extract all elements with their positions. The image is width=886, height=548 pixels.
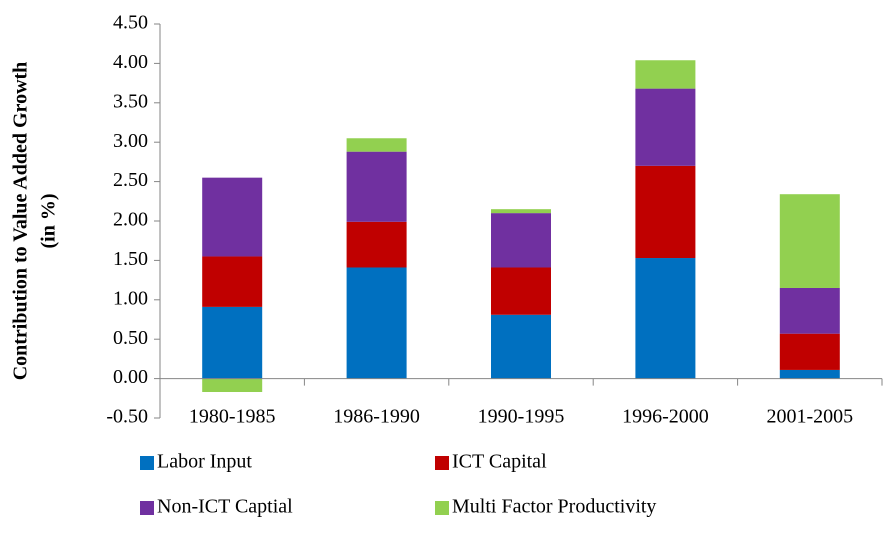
bar-segment xyxy=(202,306,263,379)
x-tick-label: 1996-2000 xyxy=(622,406,709,428)
bar-segment xyxy=(491,267,551,315)
bar-segment xyxy=(491,314,551,379)
y-tick-label: 2.00 xyxy=(113,209,148,231)
bar-segment xyxy=(202,378,263,392)
x-tick-label: 1980-1985 xyxy=(189,406,276,428)
legend-swatch xyxy=(435,456,449,470)
bar-segment xyxy=(491,209,551,214)
bar-segment xyxy=(346,138,407,152)
legend-label: Multi Factor Productivity xyxy=(452,496,656,518)
bar-segment xyxy=(202,177,263,257)
bar-segment xyxy=(779,287,840,334)
legend-swatch xyxy=(140,456,154,470)
y-tick-label: 1.00 xyxy=(113,287,148,309)
bar-segment xyxy=(202,256,263,307)
y-tick-label: 4.50 xyxy=(113,12,148,34)
x-tick-label: 1990-1995 xyxy=(478,406,565,428)
y-axis-label: Contribution to Value Added Growth xyxy=(10,62,32,381)
bar-segment xyxy=(635,60,696,89)
legend-swatch xyxy=(435,501,449,515)
bar-segment xyxy=(346,221,407,268)
bar-segment xyxy=(346,267,407,379)
y-tick-label: 0.50 xyxy=(113,327,148,349)
bar-segment xyxy=(635,88,696,166)
y-tick-label: 1.50 xyxy=(113,248,148,270)
y-tick-label: 2.50 xyxy=(113,169,148,191)
bar-segment xyxy=(635,258,696,379)
y-tick-label: 0.00 xyxy=(113,366,148,388)
bar-segment xyxy=(491,213,551,268)
legend-label: Labor Input xyxy=(157,451,252,473)
y-axis-label: (in %) xyxy=(38,194,60,249)
legend-label: ICT Capital xyxy=(452,451,547,473)
x-tick-label: 1986-1990 xyxy=(333,406,420,428)
bar-segment xyxy=(635,165,696,259)
y-tick-label: -0.50 xyxy=(106,406,148,428)
x-tick-label: 2001-2005 xyxy=(766,406,853,428)
y-tick-label: 3.00 xyxy=(113,130,148,152)
y-tick-label: 3.50 xyxy=(113,90,148,112)
bar-segment xyxy=(779,333,840,370)
y-tick-label: 4.00 xyxy=(113,51,148,73)
bar-segment xyxy=(779,369,840,379)
bar-segment xyxy=(346,151,407,222)
legend-label: Non-ICT Captial xyxy=(157,496,293,518)
bar-segment xyxy=(779,194,840,288)
legend-swatch xyxy=(140,501,154,515)
